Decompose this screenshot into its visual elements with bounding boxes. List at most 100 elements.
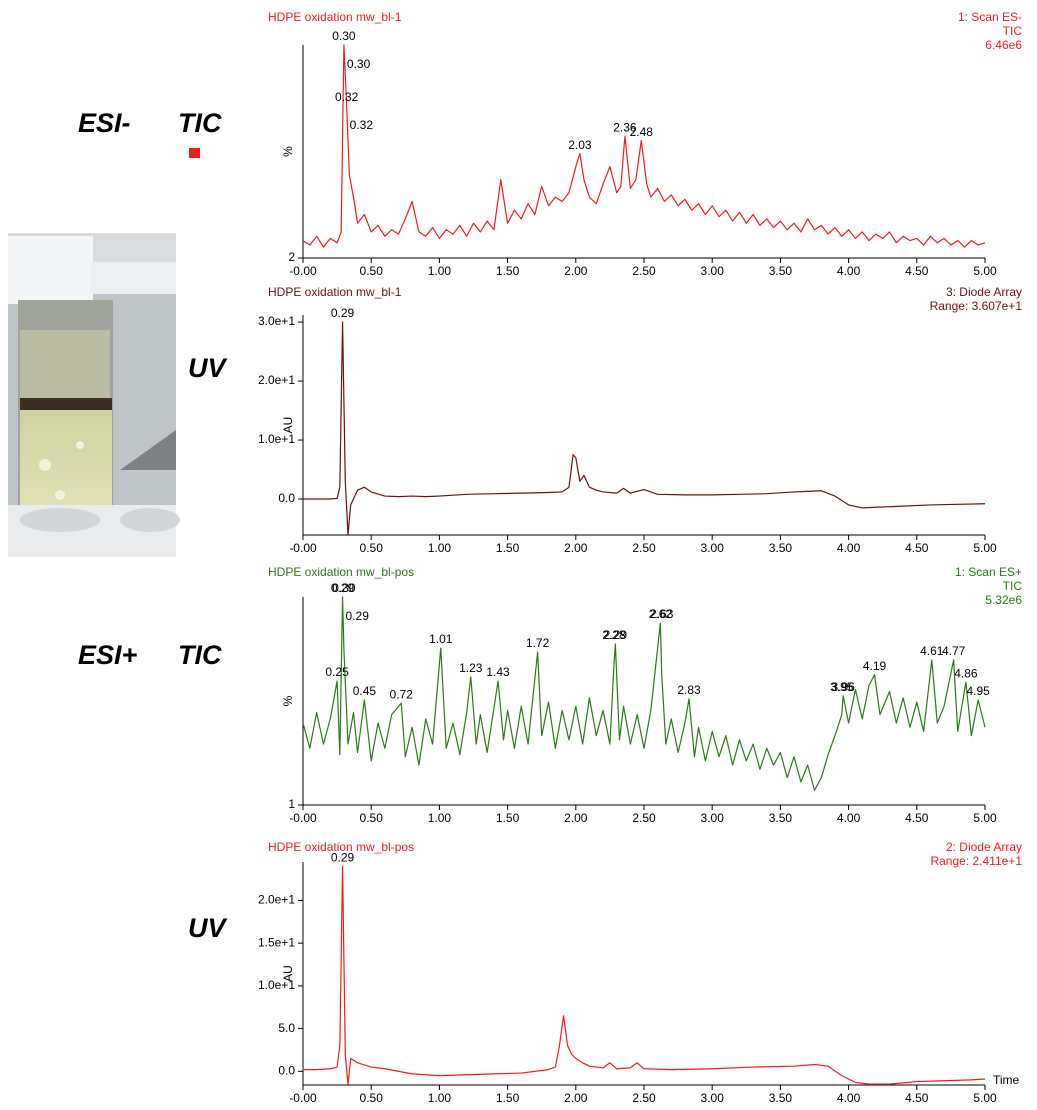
side-label: TIC xyxy=(178,108,222,138)
legend-swatch xyxy=(189,148,200,158)
peak-label: 1.43 xyxy=(486,665,510,679)
peak-label: 3.96 xyxy=(831,680,855,694)
chart-info: 6.46e6 xyxy=(985,38,1022,52)
peak-label: 2.63 xyxy=(650,607,674,621)
chart-info: TIC xyxy=(1003,579,1023,593)
x-tick-label: 2.00 xyxy=(564,1091,588,1105)
peak-label: 0.32 xyxy=(335,90,359,104)
x-tick-label: -0.00 xyxy=(289,1091,317,1105)
peak-label: 4.77 xyxy=(942,644,966,658)
y-tick-label: 2.0e+1 xyxy=(258,893,295,907)
x-tick-label: 3.50 xyxy=(769,541,793,555)
x-tick-label: 4.50 xyxy=(905,1091,929,1105)
trace xyxy=(303,866,985,1084)
side-label: ESI- xyxy=(78,108,131,138)
x-tick-label: 3.00 xyxy=(701,811,725,825)
peak-label: 4.95 xyxy=(967,684,991,698)
x-tick-label: 1.00 xyxy=(428,541,452,555)
x-tick-label: 3.00 xyxy=(701,541,725,555)
y-tick-label: 5.0 xyxy=(278,1021,295,1035)
x-tick-label: 5.00 xyxy=(973,811,997,825)
y-axis-label: % xyxy=(281,146,295,157)
y-tick-label: 0.0 xyxy=(278,1064,295,1078)
chart-title: HDPE oxidation mw_bl-pos xyxy=(268,565,414,579)
x-tick-label: 1.00 xyxy=(428,264,452,278)
trace xyxy=(303,322,985,534)
x-tick-label: 1.00 xyxy=(428,1091,452,1105)
peak-label: 0.72 xyxy=(390,687,414,701)
y-tick-label: 1 xyxy=(288,797,295,811)
peak-label: 0.30 xyxy=(332,581,356,595)
x-tick-label: 5.00 xyxy=(973,541,997,555)
peak-label: 2.29 xyxy=(604,628,628,642)
peak-label: 2.03 xyxy=(568,138,592,152)
x-tick-label: 4.50 xyxy=(905,264,929,278)
y-axis-label: AU xyxy=(281,965,295,982)
y-tick-label: 0.0 xyxy=(278,491,295,505)
side-label: UV xyxy=(188,353,227,383)
peak-label: 0.25 xyxy=(325,665,349,679)
y-axis-label: AU xyxy=(281,417,295,434)
y-tick-label: 1.5e+1 xyxy=(258,935,295,949)
page: {"chart_data": [ {"type": "line", "title… xyxy=(0,0,1037,1110)
y-tick-label: 2 xyxy=(288,250,295,264)
x-tick-label: 3.00 xyxy=(701,1091,725,1105)
peak-label: 0.29 xyxy=(346,609,370,623)
x-tick-label: 2.00 xyxy=(564,264,588,278)
x-tick-label: 1.50 xyxy=(496,1091,520,1105)
x-tick-label: 4.00 xyxy=(837,811,861,825)
x-tick-label: 0.50 xyxy=(360,264,384,278)
chart-info: Range: 3.607e+1 xyxy=(930,299,1023,313)
x-tick-label: 3.50 xyxy=(769,1091,793,1105)
x-tick-label: 1.00 xyxy=(428,811,452,825)
x-tick-label: 5.00 xyxy=(973,1091,997,1105)
y-tick-label: 3.0e+1 xyxy=(258,314,295,328)
x-tick-label: 2.00 xyxy=(564,811,588,825)
x-tick-label: -0.00 xyxy=(289,811,317,825)
chart-info: Range: 2.411e+1 xyxy=(930,854,1022,868)
peak-label: 2.83 xyxy=(677,683,701,697)
peak-label: 2.48 xyxy=(630,125,654,139)
x-tick-label: 2.50 xyxy=(632,264,656,278)
chart-title: HDPE oxidation mw_bl-1 xyxy=(268,10,402,24)
vial-photo xyxy=(8,233,180,557)
x-tick-label: 0.50 xyxy=(360,811,384,825)
x-tick-label: 4.00 xyxy=(837,1091,861,1105)
x-tick-label: 0.50 xyxy=(360,541,384,555)
peak-label: 1.72 xyxy=(526,636,550,650)
peak-label: 4.19 xyxy=(863,659,887,673)
x-tick-label: 3.50 xyxy=(769,811,793,825)
x-tick-label: 1.50 xyxy=(496,811,520,825)
x-tick-label: 2.50 xyxy=(632,811,656,825)
x-tick-label: 0.50 xyxy=(360,1091,384,1105)
chart-info: 3: Diode Array xyxy=(946,285,1022,299)
x-tick-label: -0.00 xyxy=(289,541,317,555)
x-tick-label: 3.00 xyxy=(701,264,725,278)
peak-label: 0.29 xyxy=(331,306,355,320)
chart-info: 2: Diode Array xyxy=(946,840,1022,854)
x-tick-label: 2.00 xyxy=(564,541,588,555)
x-tick-label: -0.00 xyxy=(289,264,317,278)
peak-label: 0.30 xyxy=(347,57,371,71)
chart-info: 1: Scan ES+ xyxy=(955,565,1022,579)
figure: HDPE oxidation mw_bl-11: Scan ES-TIC6.46… xyxy=(0,0,1037,1110)
side-label: TIC xyxy=(178,640,222,670)
x-tick-label: 1.50 xyxy=(496,264,520,278)
peak-label: 4.86 xyxy=(954,666,978,680)
trace xyxy=(303,45,985,247)
side-label: ESI+ xyxy=(78,640,138,670)
x-tick-label: 2.50 xyxy=(632,1091,656,1105)
y-tick-label: 2.0e+1 xyxy=(258,373,295,387)
x-tick-label: 4.00 xyxy=(837,264,861,278)
peak-label: 4.61 xyxy=(920,644,944,658)
x-tick-label: 1.50 xyxy=(496,541,520,555)
x-tick-label: 5.00 xyxy=(973,264,997,278)
x-tick-label: 4.50 xyxy=(905,811,929,825)
x-tick-label: 2.50 xyxy=(632,541,656,555)
x-axis-label: Time xyxy=(993,1073,1020,1087)
peak-label: 0.32 xyxy=(350,118,374,132)
chart-info: 5.32e6 xyxy=(985,593,1022,607)
peak-label: 0.45 xyxy=(353,684,377,698)
x-tick-label: 4.50 xyxy=(905,541,929,555)
chart-title: HDPE oxidation mw_bl-1 xyxy=(268,285,402,299)
